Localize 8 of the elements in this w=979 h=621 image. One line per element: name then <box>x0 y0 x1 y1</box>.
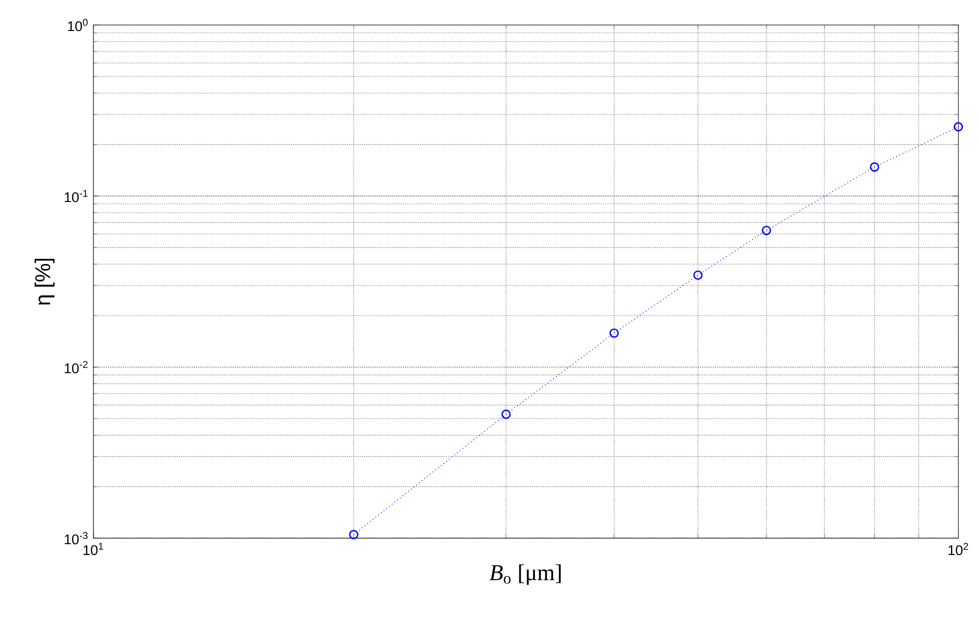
x-axis-title: B$_{o}$ [μm] <box>490 564 561 585</box>
x-tick-label: 10$^{2}$ <box>948 542 968 556</box>
y-tick-label: 10$^{0}$ <box>68 18 88 32</box>
y-tick-label: 10$^{-2}$ <box>64 360 88 374</box>
y-tick-label: 10$^{-3}$ <box>64 532 88 544</box>
y-tick-label: 10$^{-1}$ <box>64 190 88 202</box>
x-tick-label: 10$^{1}$ <box>84 542 104 555</box>
y-axis-title: η [%] <box>34 258 55 305</box>
